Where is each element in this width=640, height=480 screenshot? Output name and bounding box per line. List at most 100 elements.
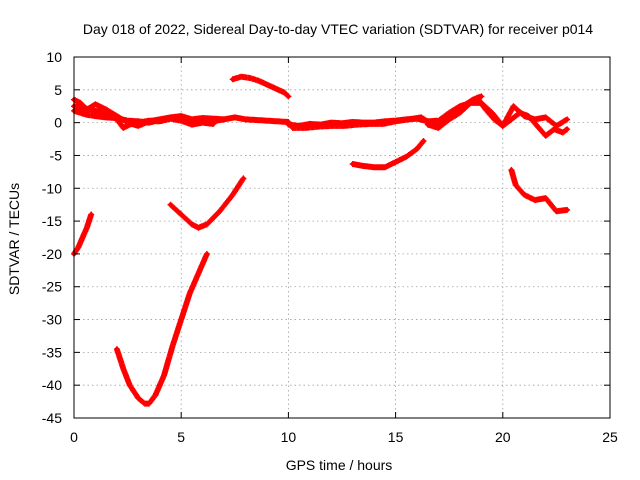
data-point bbox=[93, 113, 98, 119]
x-axis-label: GPS time / hours bbox=[286, 457, 393, 473]
data-point bbox=[168, 116, 173, 121]
data-point bbox=[114, 117, 120, 122]
x-tick-label: 10 bbox=[281, 429, 297, 445]
data-point bbox=[479, 94, 484, 99]
data-point bbox=[217, 209, 222, 214]
data-point bbox=[142, 401, 147, 406]
data-point bbox=[114, 346, 120, 352]
y-tick-label: 0 bbox=[54, 115, 62, 131]
series-7 bbox=[229, 73, 292, 100]
data-point bbox=[290, 125, 295, 131]
data-point bbox=[341, 123, 347, 129]
data-point bbox=[468, 100, 473, 106]
data-point bbox=[254, 117, 259, 123]
data-point bbox=[84, 225, 90, 230]
y-tick-label: -30 bbox=[42, 312, 62, 328]
data-point bbox=[247, 75, 252, 81]
data-point bbox=[517, 110, 523, 116]
data-point bbox=[93, 108, 98, 114]
data-point bbox=[241, 176, 246, 181]
data-point bbox=[179, 113, 184, 119]
x-tick-label: 5 bbox=[177, 429, 185, 445]
x-tick-label: 0 bbox=[70, 429, 78, 445]
data-point bbox=[372, 165, 377, 170]
data-point bbox=[361, 163, 366, 169]
data-point bbox=[200, 120, 205, 125]
data-point bbox=[121, 125, 126, 131]
series-12 bbox=[113, 250, 210, 407]
data-point bbox=[350, 161, 355, 167]
data-point bbox=[393, 119, 398, 124]
data-point bbox=[204, 222, 210, 227]
data-point bbox=[170, 343, 175, 348]
data-point bbox=[136, 120, 141, 125]
data-point bbox=[421, 138, 426, 144]
data-point bbox=[281, 90, 287, 95]
data-point bbox=[161, 373, 167, 378]
axis-ticks: 0 5 10 15 20 25 -45 -40 -35 -30 -25 -20 -15 -10 -5 0 5 10 bbox=[42, 49, 618, 445]
data-point bbox=[509, 167, 514, 173]
data-point bbox=[121, 366, 126, 371]
data-point bbox=[492, 117, 497, 122]
x-tick-label: 25 bbox=[602, 429, 618, 445]
data-point bbox=[513, 182, 518, 188]
y-tick-label: 10 bbox=[46, 49, 62, 65]
data-point bbox=[168, 202, 173, 207]
data-point bbox=[221, 117, 227, 122]
data-point bbox=[393, 159, 398, 165]
data-point bbox=[187, 291, 192, 296]
data-point bbox=[264, 118, 270, 123]
data-point bbox=[189, 122, 195, 127]
data-point bbox=[153, 392, 158, 398]
data-point bbox=[230, 77, 235, 82]
y-tick-label: -40 bbox=[42, 377, 62, 393]
y-axis-label: SDTVAR / TECUs bbox=[6, 183, 22, 295]
series-4 bbox=[289, 93, 485, 131]
data-point bbox=[425, 122, 430, 127]
data-point bbox=[127, 122, 132, 127]
data-point bbox=[522, 192, 527, 197]
data-point bbox=[264, 82, 270, 87]
data-point bbox=[256, 78, 261, 83]
data-point bbox=[84, 112, 90, 118]
y-tick-label: 5 bbox=[54, 82, 62, 98]
y-tick-label: -35 bbox=[42, 344, 62, 360]
data-point bbox=[406, 117, 411, 122]
series-markers bbox=[229, 73, 292, 100]
data-point bbox=[404, 154, 409, 159]
data-point bbox=[552, 127, 557, 132]
y-tick-label: -45 bbox=[42, 410, 62, 426]
data-point bbox=[532, 197, 538, 203]
data-point bbox=[414, 146, 420, 152]
data-point bbox=[179, 317, 184, 322]
data-point bbox=[560, 130, 565, 135]
y-tick-label: -15 bbox=[42, 213, 62, 229]
data-point bbox=[179, 118, 184, 123]
data-point bbox=[146, 118, 152, 123]
y-tick-label: -5 bbox=[50, 147, 63, 163]
series-9 bbox=[508, 166, 571, 215]
data-point bbox=[89, 212, 94, 217]
data-point bbox=[303, 125, 308, 131]
data-point bbox=[239, 74, 244, 79]
data-point bbox=[104, 110, 109, 116]
data-point bbox=[543, 195, 548, 201]
series-6 bbox=[474, 94, 571, 139]
data-point bbox=[275, 119, 280, 124]
data-point bbox=[196, 271, 201, 276]
data-point bbox=[78, 110, 83, 116]
data-point bbox=[80, 235, 85, 240]
series-markers bbox=[508, 166, 571, 215]
data-point bbox=[447, 117, 452, 122]
data-point bbox=[189, 117, 195, 122]
series-8 bbox=[349, 138, 427, 171]
data-point bbox=[564, 207, 570, 213]
chart-title: Day 018 of 2022, Sidereal Day-to-day VTE… bbox=[83, 21, 593, 37]
x-tick-label: 15 bbox=[388, 429, 404, 445]
data-point bbox=[457, 110, 463, 116]
data-point bbox=[500, 123, 505, 129]
data-point bbox=[179, 212, 184, 217]
data-point bbox=[511, 104, 516, 109]
data-point bbox=[483, 107, 488, 112]
